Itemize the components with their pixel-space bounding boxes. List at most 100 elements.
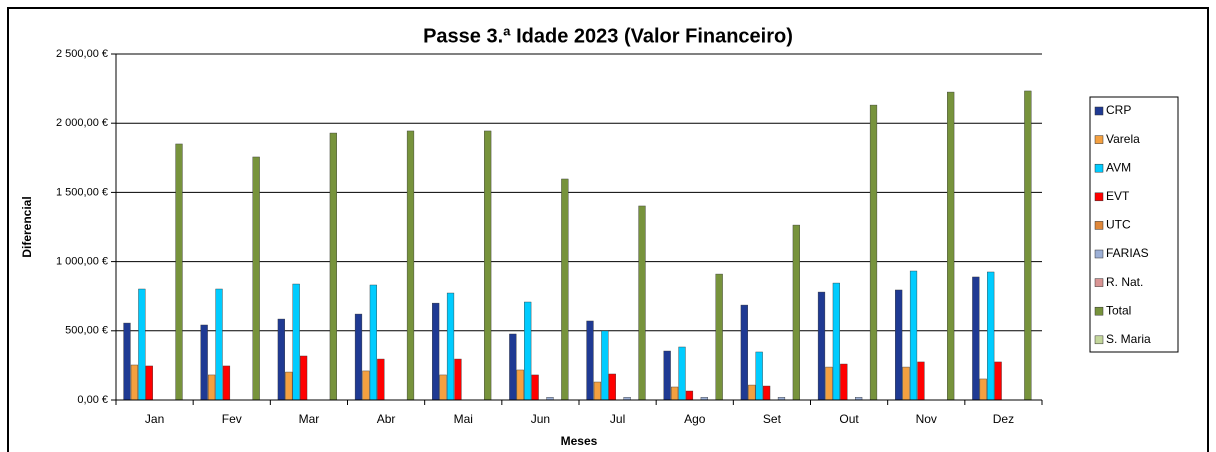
bar xyxy=(972,276,980,401)
legend-swatch xyxy=(1094,278,1104,287)
bar xyxy=(670,386,679,401)
bar xyxy=(300,355,308,401)
bar xyxy=(902,366,910,401)
legend-swatch xyxy=(1094,163,1104,173)
bar xyxy=(748,384,756,401)
bar xyxy=(593,381,602,401)
bar xyxy=(439,374,447,401)
y-tick-label: 2 000,00 € xyxy=(56,117,108,129)
bar xyxy=(207,374,216,401)
x-tick-label: Dez xyxy=(993,412,1014,426)
bar xyxy=(601,330,609,401)
bar xyxy=(638,205,646,401)
bar xyxy=(663,350,671,401)
y-tick-label: 500,00 € xyxy=(65,325,108,337)
bar xyxy=(377,358,385,401)
bar xyxy=(200,324,208,401)
bar xyxy=(277,318,285,401)
bar xyxy=(832,282,840,401)
x-tick-label: Abr xyxy=(377,412,396,426)
x-tick-label: Ago xyxy=(684,412,706,426)
legend-swatch xyxy=(1094,192,1104,202)
legend-swatch xyxy=(1094,221,1104,230)
y-axis-label: Diferencial xyxy=(20,196,34,257)
chart-title: Passe 3.ª Idade 2023 (Valor Financeiro) xyxy=(423,25,793,47)
x-tick-label: Jul xyxy=(610,412,625,426)
bar xyxy=(484,130,492,401)
legend-swatch xyxy=(1094,249,1104,259)
bar xyxy=(792,224,800,401)
bar xyxy=(586,320,594,401)
bar xyxy=(524,301,532,401)
legend-label: CRP xyxy=(1106,103,1131,117)
bar xyxy=(175,143,183,401)
bar xyxy=(869,104,878,401)
bar xyxy=(825,366,833,401)
bar xyxy=(1024,90,1032,401)
bar xyxy=(917,361,925,401)
bar xyxy=(406,130,415,401)
bar xyxy=(130,364,139,401)
bar xyxy=(947,91,955,401)
bar xyxy=(740,304,748,401)
x-tick-label: Mai xyxy=(454,412,473,426)
legend-label: UTC xyxy=(1106,218,1131,232)
bar xyxy=(215,288,223,401)
bar xyxy=(222,365,231,401)
bar xyxy=(895,289,903,401)
legend-label: Varela xyxy=(1106,132,1140,146)
bar xyxy=(292,283,300,401)
bar xyxy=(608,373,616,401)
x-tick-label: Nov xyxy=(916,412,937,426)
bar xyxy=(531,374,539,401)
legend-label: R. Nat. xyxy=(1106,275,1143,289)
bar xyxy=(509,333,517,401)
bar xyxy=(909,270,918,401)
legend-swatch xyxy=(1094,306,1104,316)
bar xyxy=(994,361,1002,401)
bar xyxy=(755,351,763,401)
bar xyxy=(369,284,377,401)
bar xyxy=(454,358,462,401)
bar xyxy=(329,132,337,401)
legend-swatch xyxy=(1094,135,1104,144)
bar xyxy=(446,292,455,401)
x-tick-label: Mar xyxy=(299,412,320,426)
bar xyxy=(138,288,146,401)
x-tick-label: Set xyxy=(763,412,782,426)
bar xyxy=(561,178,569,401)
bar xyxy=(516,369,524,401)
bar xyxy=(252,156,260,401)
bar xyxy=(817,291,826,401)
bar xyxy=(763,385,771,401)
bar xyxy=(685,390,694,401)
y-tick-label: 1 500,00 € xyxy=(56,186,108,198)
bar xyxy=(715,273,723,401)
bar xyxy=(678,346,686,401)
x-tick-label: Jan xyxy=(145,412,164,426)
y-tick-label: 0,00 € xyxy=(77,394,108,406)
x-axis-label: Meses xyxy=(561,434,598,448)
bar xyxy=(840,363,848,401)
y-tick-label: 2 500,00 € xyxy=(56,48,108,60)
x-tick-label: Jun xyxy=(531,412,550,426)
bar xyxy=(362,370,370,401)
bar xyxy=(145,365,153,401)
x-tick-label: Fev xyxy=(222,412,242,426)
legend-label: AVM xyxy=(1106,160,1131,174)
legend-swatch xyxy=(1094,335,1104,345)
legend-label: FARIAS xyxy=(1106,246,1149,260)
x-tick-label: Out xyxy=(839,412,859,426)
legend-box xyxy=(1089,96,1179,353)
legend-label: EVT xyxy=(1106,189,1130,203)
bar xyxy=(123,322,131,401)
bar xyxy=(987,271,995,401)
bar xyxy=(979,378,987,401)
legend-swatch xyxy=(1094,106,1104,116)
bar xyxy=(285,371,293,401)
bar xyxy=(354,313,363,401)
bar xyxy=(432,302,440,401)
y-tick-label: 1 000,00 € xyxy=(56,256,108,268)
legend-label: Total xyxy=(1106,303,1131,317)
